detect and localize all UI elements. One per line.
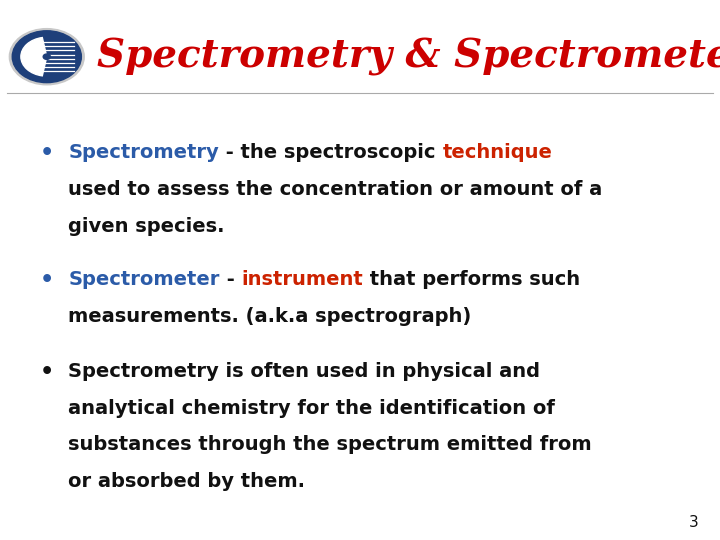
Text: Spectrometry: Spectrometry — [68, 143, 219, 162]
Text: analytical chemistry for the identification of: analytical chemistry for the identificat… — [68, 399, 555, 417]
Text: instrument: instrument — [241, 270, 363, 289]
Text: given species.: given species. — [68, 217, 225, 235]
Circle shape — [9, 29, 84, 85]
Text: used to assess the concentration or amount of a: used to assess the concentration or amou… — [68, 180, 603, 199]
Circle shape — [43, 54, 50, 59]
Wedge shape — [21, 38, 47, 76]
Text: or absorbed by them.: or absorbed by them. — [68, 472, 305, 491]
Text: Spectrometry is often used in physical and: Spectrometry is often used in physical a… — [68, 362, 541, 381]
Text: measurements. (a.k.a spectrograph): measurements. (a.k.a spectrograph) — [68, 307, 472, 326]
Text: substances through the spectrum emitted from: substances through the spectrum emitted … — [68, 435, 592, 454]
Text: -: - — [220, 270, 241, 289]
Text: •: • — [40, 362, 54, 382]
Text: Spectrometry & Spectrometer: Spectrometry & Spectrometer — [97, 38, 720, 76]
Text: that performs such: that performs such — [363, 270, 580, 289]
Text: 3: 3 — [688, 515, 698, 530]
Text: - the spectroscopic: - the spectroscopic — [219, 143, 442, 162]
Circle shape — [12, 31, 81, 83]
Text: •: • — [40, 143, 54, 163]
Text: technique: technique — [442, 143, 552, 162]
Text: Spectrometer: Spectrometer — [68, 270, 220, 289]
Text: •: • — [40, 270, 54, 290]
